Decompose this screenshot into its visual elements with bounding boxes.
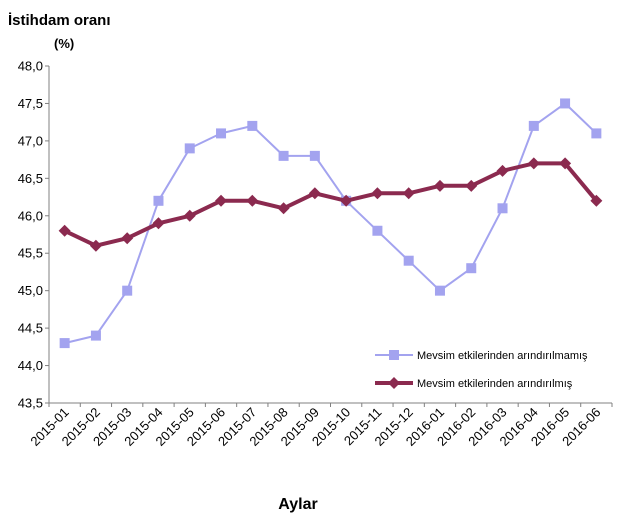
series-2 <box>58 157 603 252</box>
y-tick-label: 43,5 <box>18 396 43 411</box>
y-tick-label: 48,0 <box>18 59 43 74</box>
data-point <box>403 255 414 266</box>
data-point <box>433 179 446 192</box>
y-tick-label: 45,0 <box>18 283 43 298</box>
data-point <box>122 285 133 296</box>
legend-marker <box>389 350 399 360</box>
y-tick-label: 44,0 <box>18 358 43 373</box>
y-tick-label: 46,0 <box>18 208 43 223</box>
data-point <box>278 150 289 161</box>
series-1 <box>59 98 602 349</box>
series-line <box>64 102 598 345</box>
data-point <box>216 128 227 139</box>
y-tick-labels: 43,5 44,0 44,5 45,0 45,5 46,0 46,5 47,0 47,5 48,0 <box>18 59 43 411</box>
data-point <box>247 120 258 131</box>
data-point <box>465 179 478 192</box>
y-tick-label: 44,5 <box>18 321 43 336</box>
data-point <box>496 164 509 177</box>
legend: Mevsim etkilerinden arındırılmamış Mevsim… <box>375 350 588 390</box>
legend-label: Mevsim etkilerinden arındırılmış <box>417 378 573 390</box>
data-point <box>434 285 445 296</box>
data-point <box>59 338 70 349</box>
data-point <box>309 150 320 161</box>
data-point <box>590 194 603 207</box>
data-point <box>184 143 195 154</box>
series-line <box>63 161 598 248</box>
data-point <box>340 194 353 207</box>
x-axis-title: Aylar <box>278 496 317 513</box>
data-point <box>152 217 165 230</box>
data-point <box>466 263 477 274</box>
data-point <box>89 239 102 252</box>
series-group <box>58 98 603 349</box>
data-point <box>527 157 540 170</box>
data-point <box>372 225 383 236</box>
data-point <box>121 232 134 245</box>
data-point <box>528 120 539 131</box>
y-tick-label: 45,5 <box>18 246 43 261</box>
data-point <box>497 203 508 214</box>
legend-marker <box>388 377 400 389</box>
data-point <box>308 187 321 200</box>
data-point <box>58 224 71 237</box>
y-tick-label: 47,0 <box>18 133 43 148</box>
data-point <box>90 330 101 341</box>
data-point <box>183 209 196 222</box>
data-point <box>371 187 384 200</box>
y-tick-label: 46,5 <box>18 171 43 186</box>
data-point <box>277 202 290 215</box>
axes <box>45 65 613 407</box>
data-point <box>246 194 259 207</box>
data-point <box>215 194 228 207</box>
data-point <box>559 157 572 170</box>
legend-label: Mevsim etkilerinden arındırılmamış <box>417 350 588 362</box>
y-tick-label: 47,5 <box>18 96 43 111</box>
data-point <box>591 128 602 139</box>
data-point <box>402 187 415 200</box>
data-point <box>560 98 571 109</box>
data-point <box>153 195 164 206</box>
y-axis-unit: (%) <box>54 36 74 51</box>
x-tick-labels: 2015-012015-022015-032015-042015-052015-… <box>27 405 603 449</box>
y-axis-title: İstihdam oranı <box>8 12 111 29</box>
